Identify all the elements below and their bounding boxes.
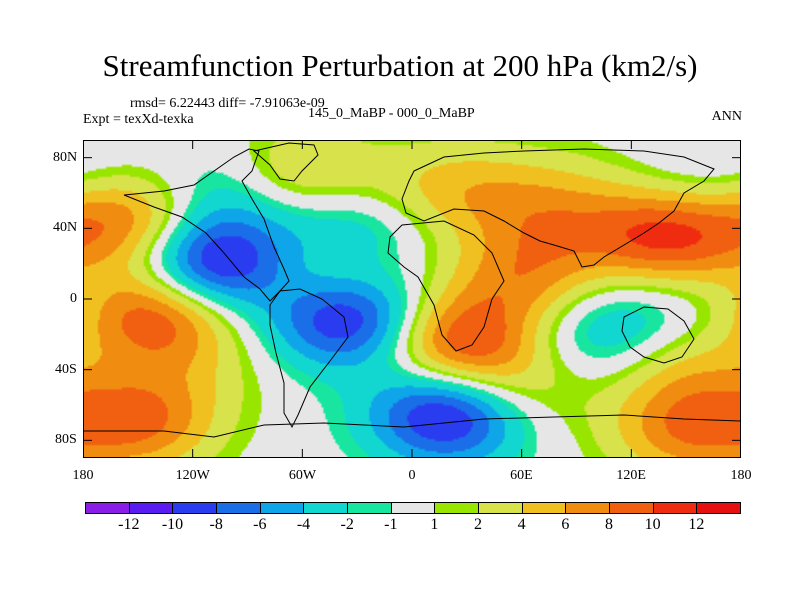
colorbar-label: -2 (340, 516, 354, 533)
south-america-coastline (269, 288, 349, 429)
colorbar-label: -10 (161, 516, 184, 533)
colorbar-swatch (128, 502, 174, 514)
colorbar-label: 10 (644, 516, 661, 533)
colorbar-label: -6 (253, 516, 267, 533)
colorbar-swatch (216, 502, 261, 514)
season-label: ANN (711, 109, 742, 124)
colorbar-label: 8 (605, 516, 613, 533)
chart-title: Streamfunction Perturbation at 200 hPa (… (102, 48, 698, 83)
experiment-label: Expt = texXd-texka (83, 112, 194, 127)
y-tick-label: 80N (53, 149, 78, 165)
antarctica-coastline (84, 414, 740, 438)
colorbar-label: 1 (430, 516, 439, 533)
colorbar-swatch (478, 502, 523, 514)
contour-map (84, 141, 740, 457)
colorbar-label: 12 (688, 516, 705, 533)
streamfunction-field (84, 141, 740, 457)
x-tick-label: 0 (408, 468, 416, 483)
colorbar-swatch (609, 502, 654, 514)
x-tick-label: 60W (288, 468, 317, 483)
x-tick-label: 120E (616, 468, 646, 483)
map-plot-area (83, 140, 741, 458)
colorbar-swatch (565, 502, 610, 514)
y-tick-label: 0 (70, 291, 77, 306)
colorbar-label: 4 (517, 516, 526, 533)
y-tick-label: 40N (53, 220, 78, 236)
colorbar-swatch (696, 502, 741, 514)
colorbar-swatch (652, 502, 698, 514)
x-tick-label: 120W (175, 468, 210, 483)
africa-coastline (387, 220, 505, 352)
colorbar-swatch (85, 502, 130, 514)
colorbar-label: -8 (209, 516, 223, 533)
colorbar-swatch (259, 502, 305, 514)
colorbar-swatch (347, 502, 392, 514)
colorbar-label: -1 (384, 516, 398, 533)
north-america-coastline (123, 148, 290, 302)
coastlines (84, 142, 740, 438)
colorbar-swatch (390, 502, 436, 514)
y-tick-label: 40S (55, 361, 77, 377)
stats-text: rmsd= 6.22443 diff= -7.91063e-09 (130, 96, 325, 111)
tick-marks (84, 141, 740, 457)
x-tick-label: 180 (72, 468, 94, 483)
colorbar-swatch (172, 502, 217, 514)
colorbar-label: -12 (118, 516, 140, 533)
y-tick-label: 80S (55, 432, 77, 448)
eurasia-coastline (401, 148, 715, 268)
colorbar-label: 6 (561, 516, 570, 533)
x-tick-label: 60E (510, 468, 533, 483)
colorbar-swatch (434, 502, 479, 514)
colorbar-swatch (303, 502, 348, 514)
greenland-coastline (252, 142, 319, 182)
case-label: 145_0_MaBP - 000_0_MaBP (308, 106, 475, 121)
colorbar-label: -4 (296, 516, 311, 533)
x-tick-label: 180 (730, 468, 752, 483)
colorbar-swatch (521, 502, 567, 514)
colorbar-label: 2 (474, 516, 482, 533)
australia-coastline (621, 306, 695, 364)
